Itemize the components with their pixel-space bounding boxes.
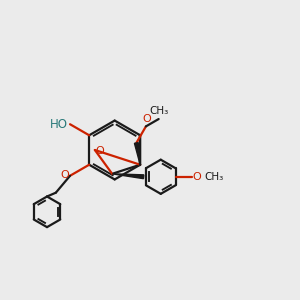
Text: O: O	[60, 170, 69, 180]
Text: O: O	[142, 114, 151, 124]
Text: HO: HO	[50, 118, 68, 131]
Polygon shape	[112, 174, 144, 179]
Text: O: O	[96, 146, 104, 157]
Polygon shape	[134, 142, 140, 165]
Text: CH₃: CH₃	[204, 172, 223, 182]
Text: O: O	[192, 172, 201, 182]
Text: CH₃: CH₃	[150, 106, 169, 116]
